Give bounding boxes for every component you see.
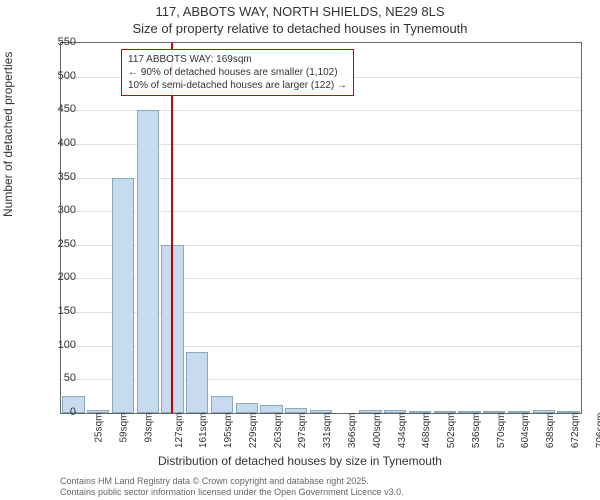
annotation-box: 117 ABBOTS WAY: 169sqm ← 90% of detached… xyxy=(121,49,354,96)
x-tick-label: 229sqm xyxy=(248,413,259,449)
x-tick-label: 195sqm xyxy=(223,413,234,449)
histogram-bar xyxy=(211,396,233,413)
histogram-bar xyxy=(137,110,159,413)
histogram-bar xyxy=(236,403,258,413)
chart-container: 117, ABBOTS WAY, NORTH SHIELDS, NE29 8LS… xyxy=(0,0,600,500)
title-line2: Size of property relative to detached ho… xyxy=(0,21,600,38)
y-tick-label: 550 xyxy=(36,36,76,48)
annotation-line2: ← 90% of detached houses are smaller (1,… xyxy=(128,66,347,79)
x-tick-label: 400sqm xyxy=(372,413,383,449)
x-tick-label: 502sqm xyxy=(446,413,457,449)
footer-line2: Contains public sector information licen… xyxy=(60,487,404,498)
y-tick-label: 400 xyxy=(36,137,76,149)
histogram-bar xyxy=(112,178,134,413)
x-axis-label: Distribution of detached houses by size … xyxy=(0,454,600,468)
x-tick-label: 161sqm xyxy=(199,413,210,449)
y-tick-label: 500 xyxy=(36,70,76,82)
x-tick-label: 638sqm xyxy=(545,413,556,449)
y-axis-label: Number of detached properties xyxy=(1,52,15,217)
x-tick-label: 297sqm xyxy=(298,413,309,449)
x-tick-label: 93sqm xyxy=(143,413,154,443)
x-tick-label: 366sqm xyxy=(347,413,358,449)
y-tick-label: 0 xyxy=(36,406,76,418)
x-tick-label: 25sqm xyxy=(94,413,105,443)
annotation-line1: 117 ABBOTS WAY: 169sqm xyxy=(128,53,347,66)
y-tick-label: 450 xyxy=(36,103,76,115)
y-tick-label: 250 xyxy=(36,238,76,250)
title-line1: 117, ABBOTS WAY, NORTH SHIELDS, NE29 8LS xyxy=(0,4,600,21)
histogram-bar xyxy=(186,352,208,413)
footer-line1: Contains HM Land Registry data © Crown c… xyxy=(60,476,404,487)
x-tick-label: 59sqm xyxy=(119,413,130,443)
plot-area: 117 ABBOTS WAY: 169sqm ← 90% of detached… xyxy=(60,42,582,414)
x-tick-label: 434sqm xyxy=(397,413,408,449)
y-tick-label: 350 xyxy=(36,171,76,183)
y-tick-label: 300 xyxy=(36,204,76,216)
y-tick-label: 100 xyxy=(36,339,76,351)
marker-line xyxy=(171,43,173,413)
footer-text: Contains HM Land Registry data © Crown c… xyxy=(60,476,404,498)
y-tick-label: 200 xyxy=(36,271,76,283)
x-tick-label: 570sqm xyxy=(496,413,507,449)
x-tick-label: 604sqm xyxy=(520,413,531,449)
x-tick-label: 468sqm xyxy=(421,413,432,449)
y-tick-label: 50 xyxy=(36,372,76,384)
y-tick-label: 150 xyxy=(36,305,76,317)
x-tick-label: 263sqm xyxy=(273,413,284,449)
x-tick-label: 536sqm xyxy=(471,413,482,449)
x-tick-label: 331sqm xyxy=(322,413,333,449)
x-tick-label: 127sqm xyxy=(174,413,185,449)
x-tick-label: 672sqm xyxy=(570,413,581,449)
chart-title-block: 117, ABBOTS WAY, NORTH SHIELDS, NE29 8LS… xyxy=(0,4,600,38)
x-tick-label: 706sqm xyxy=(595,413,600,449)
annotation-line3: 10% of semi-detached houses are larger (… xyxy=(128,79,347,92)
